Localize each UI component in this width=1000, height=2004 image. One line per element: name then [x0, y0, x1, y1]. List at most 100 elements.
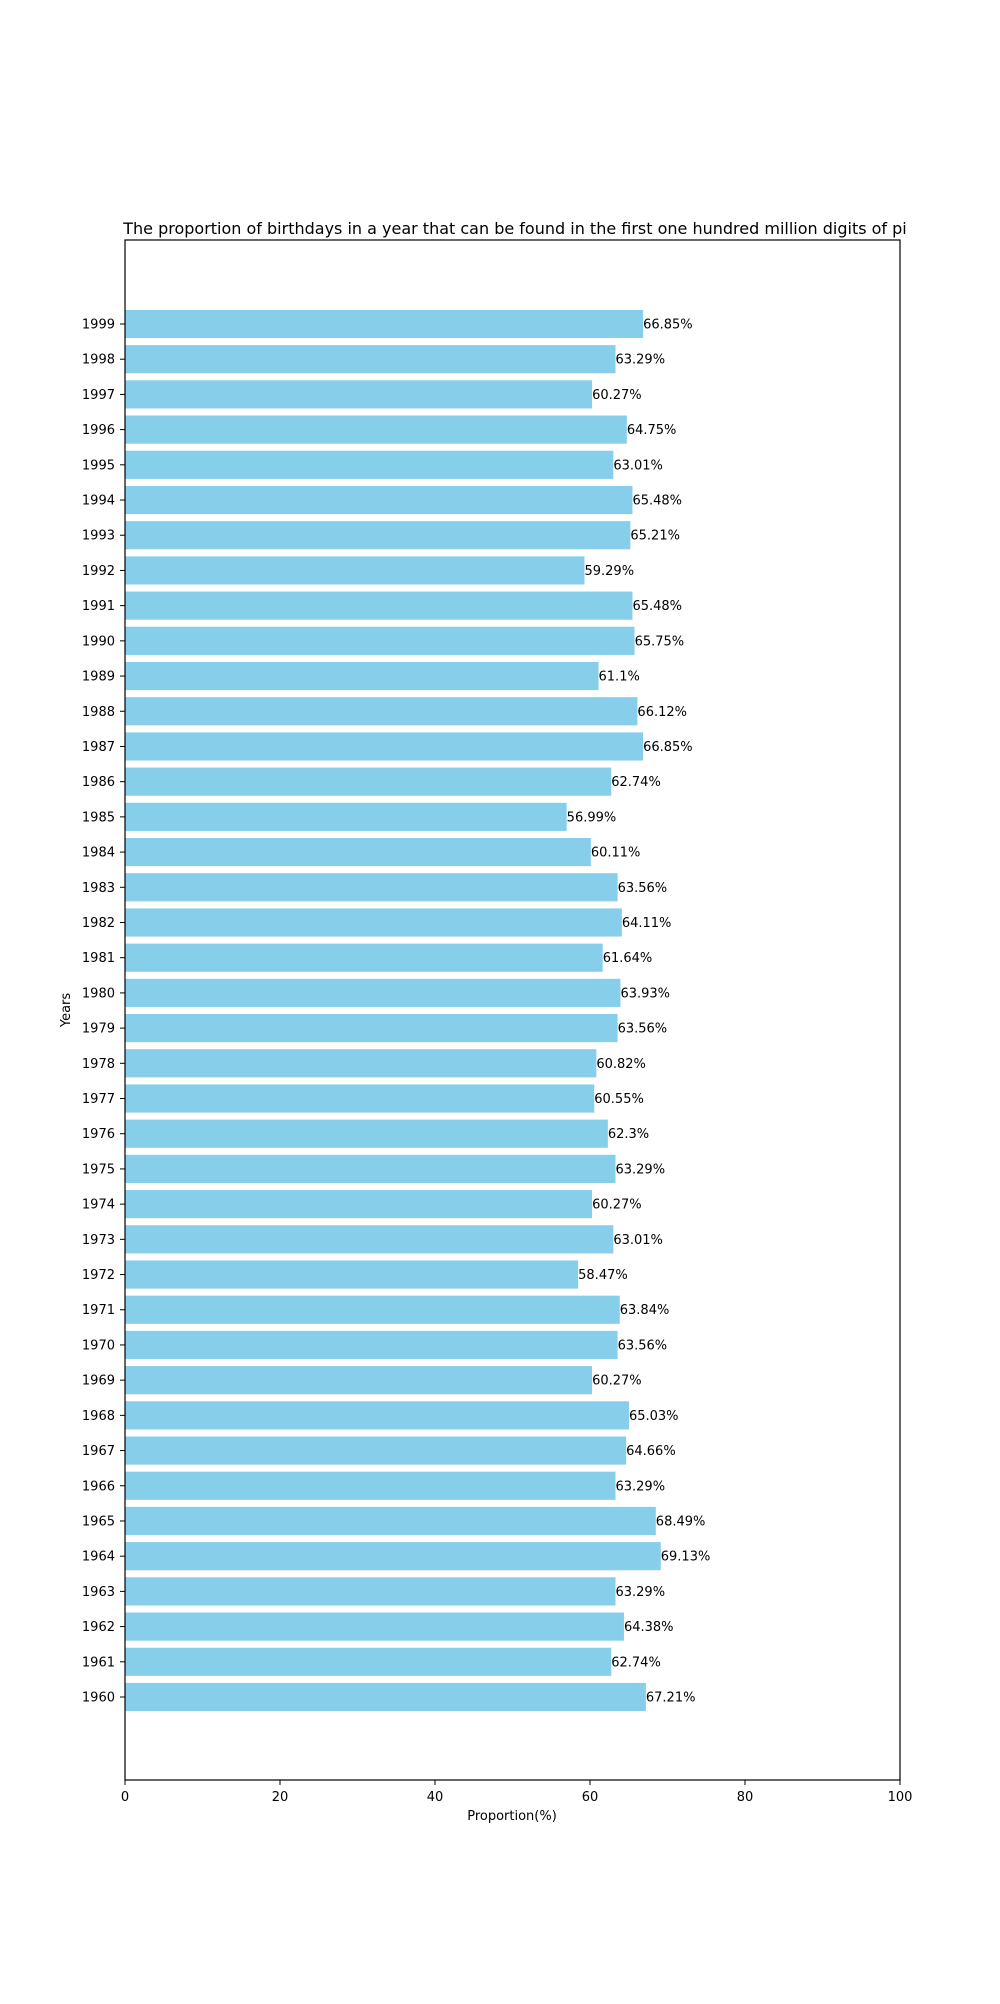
bar-1967	[125, 1436, 627, 1465]
data-label-1978: 60.82%	[596, 1057, 646, 1072]
y-tick-label-1978: 1978	[82, 1057, 115, 1072]
bar-1982	[125, 908, 622, 937]
y-tick-label-1995: 1995	[82, 458, 115, 473]
bar-1971	[125, 1295, 620, 1324]
data-label-1979: 63.56%	[618, 1022, 668, 1037]
y-axis-label: Years	[59, 993, 74, 1029]
y-tick-label-1974: 1974	[82, 1198, 115, 1213]
data-label-1965: 68.49%	[656, 1514, 706, 1529]
data-label-1994: 65.48%	[632, 494, 682, 509]
data-label-1969: 60.27%	[592, 1374, 642, 1389]
data-label-1961: 62.74%	[611, 1655, 661, 1670]
data-label-1973: 63.01%	[613, 1233, 663, 1248]
x-tick-label-100: 100	[888, 1790, 913, 1805]
bar-1966	[125, 1471, 616, 1500]
bar-1973	[125, 1225, 614, 1254]
x-tick-label-60: 60	[582, 1790, 599, 1805]
y-tick-label-1997: 1997	[82, 388, 115, 403]
y-tick-label-1970: 1970	[82, 1338, 115, 1353]
y-tick-label-1961: 1961	[82, 1655, 115, 1670]
y-tick-label-1981: 1981	[82, 951, 115, 966]
data-label-1988: 66.12%	[637, 705, 687, 720]
y-tick-label-1994: 1994	[82, 494, 115, 509]
data-label-1984: 60.11%	[591, 846, 641, 861]
bar-1974	[125, 1190, 593, 1219]
bar-1978	[125, 1049, 597, 1078]
y-tick-label-1971: 1971	[82, 1303, 115, 1318]
data-label-1981: 61.64%	[603, 951, 653, 966]
data-label-1962: 64.38%	[624, 1620, 674, 1635]
bar-1965	[125, 1506, 656, 1536]
data-label-1972: 58.47%	[578, 1268, 628, 1283]
data-label-1963: 63.29%	[615, 1585, 665, 1600]
bar-1999	[125, 309, 644, 339]
y-tick-label-1979: 1979	[82, 1022, 115, 1037]
data-label-1976: 62.3%	[608, 1127, 649, 1142]
y-tick-label-1969: 1969	[82, 1374, 115, 1389]
bar-1960	[125, 1682, 646, 1712]
x-axis-ticks: 0 20 40 60 80 100	[121, 1780, 913, 1805]
bar-1996	[125, 415, 627, 444]
data-label-1977: 60.55%	[594, 1092, 644, 1107]
x-tick-label-40: 40	[427, 1790, 444, 1805]
y-tick-label-1989: 1989	[82, 670, 115, 685]
y-tick-label-1984: 1984	[82, 846, 115, 861]
y-tick-label-1985: 1985	[82, 810, 115, 825]
bar-1984	[125, 837, 591, 867]
y-tick-label-1972: 1972	[82, 1268, 115, 1283]
bar-1998	[125, 345, 616, 374]
y-tick-label-1977: 1977	[82, 1092, 115, 1107]
data-label-1999: 66.85%	[643, 318, 693, 333]
data-label-1974: 60.27%	[592, 1198, 642, 1213]
y-tick-label-1980: 1980	[82, 986, 115, 1001]
bar-1989	[125, 661, 599, 691]
bar-1991	[125, 591, 633, 620]
bar-1990	[125, 626, 635, 655]
bar-1997	[125, 380, 593, 409]
data-label-1967: 64.66%	[626, 1444, 676, 1459]
y-tick-label-1999: 1999	[82, 318, 115, 333]
y-tick-label-1975: 1975	[82, 1162, 115, 1177]
bar-1975	[125, 1154, 616, 1184]
bar-1972	[125, 1260, 579, 1289]
bar-1981	[125, 943, 603, 972]
bar-1988	[125, 697, 638, 726]
bar-1992	[125, 556, 585, 585]
data-label-1983: 63.56%	[618, 881, 668, 896]
y-tick-label-1967: 1967	[82, 1444, 115, 1459]
y-tick-label-1987: 1987	[82, 740, 115, 755]
bar-1993	[125, 521, 631, 550]
data-label-1964: 69.13%	[661, 1550, 711, 1565]
x-tick-label-80: 80	[737, 1790, 754, 1805]
x-tick-label-0: 0	[121, 1790, 129, 1805]
data-label-1997: 60.27%	[592, 388, 642, 403]
y-tick-label-1988: 1988	[82, 705, 115, 720]
data-label-1990: 65.75%	[635, 634, 685, 649]
x-axis-label: Proportion(%)	[467, 1809, 557, 1824]
bar-1968	[125, 1401, 629, 1430]
y-tick-label-1982: 1982	[82, 916, 115, 931]
data-label-1993: 65.21%	[630, 529, 680, 544]
bar-1987	[125, 732, 644, 761]
bar-1980	[125, 978, 621, 1007]
data-labels-layer: 67.21% 62.74% 64.38% 63.29% 69.13% 68.49% 63.2…	[567, 318, 711, 1706]
data-label-1975: 63.29%	[615, 1162, 665, 1177]
data-label-1971: 63.84%	[620, 1303, 670, 1318]
y-tick-label-1968: 1968	[82, 1409, 115, 1424]
data-label-1991: 65.48%	[632, 599, 682, 614]
y-tick-label-1976: 1976	[82, 1127, 115, 1142]
bar-1963	[125, 1577, 616, 1606]
chart-title: The proportion of birthdays in a year th…	[122, 219, 907, 238]
bar-1962	[125, 1612, 624, 1641]
y-tick-label-1963: 1963	[82, 1585, 115, 1600]
y-tick-label-1990: 1990	[82, 634, 115, 649]
bar-1969	[125, 1366, 593, 1395]
x-tick-label-20: 20	[272, 1790, 289, 1805]
data-label-1980: 63.93%	[620, 986, 670, 1001]
bar-1977	[125, 1084, 595, 1113]
data-label-1989: 61.1%	[599, 670, 640, 685]
data-label-1995: 63.01%	[613, 458, 663, 473]
y-tick-label-1983: 1983	[82, 881, 115, 896]
bar-1995	[125, 450, 614, 479]
